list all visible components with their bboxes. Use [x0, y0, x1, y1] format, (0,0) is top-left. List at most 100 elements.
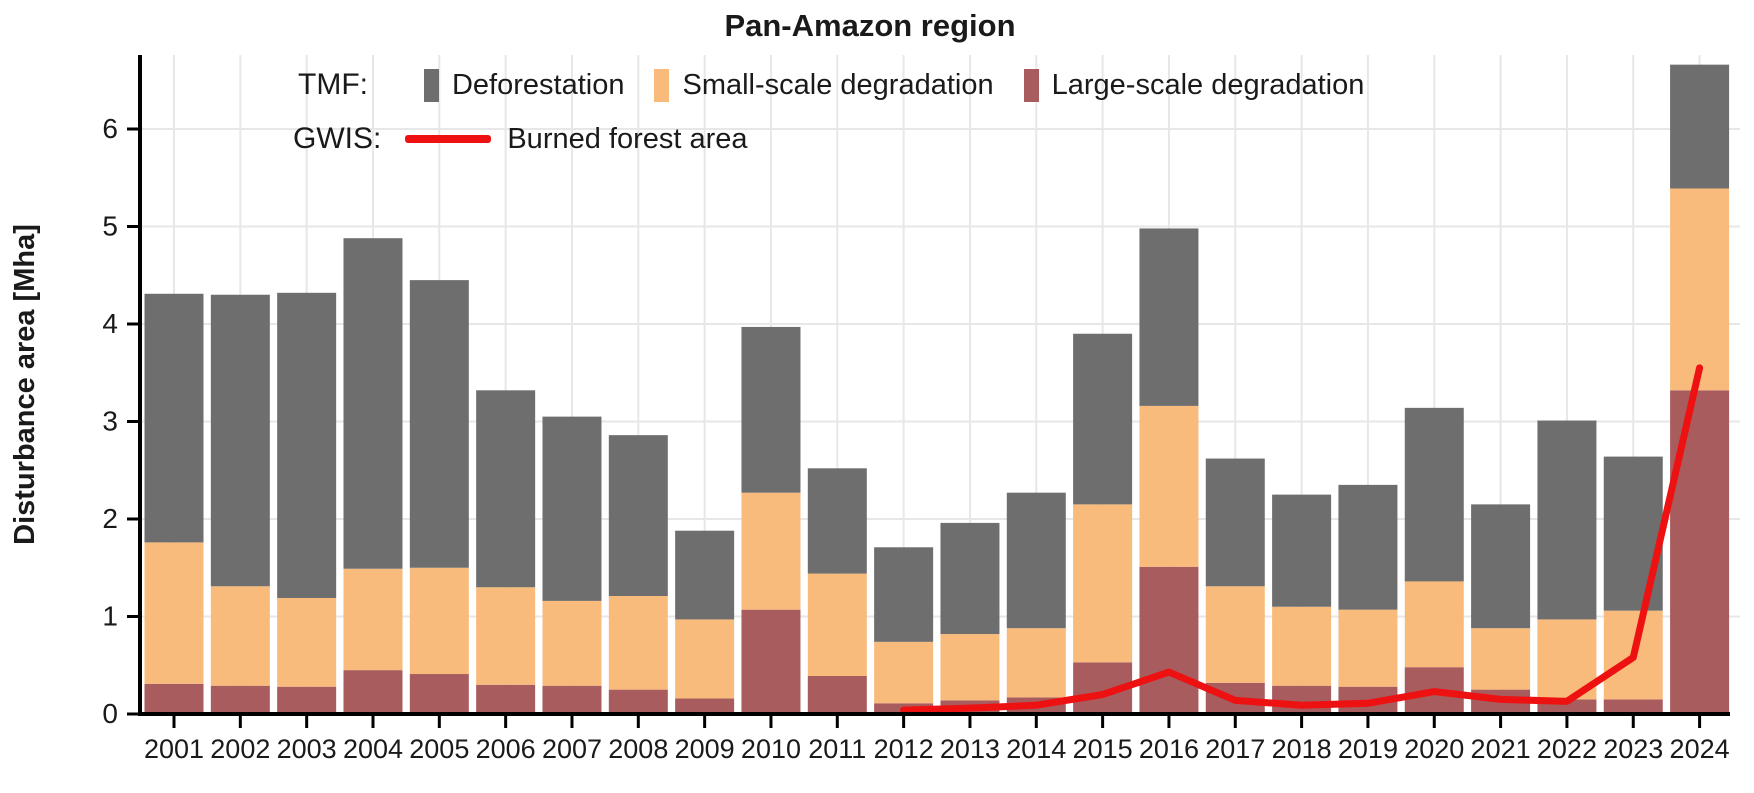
- bar-2016-small-scale-degradation: [1139, 405, 1199, 567]
- bar-2003-deforestation: [277, 292, 337, 598]
- legend-deforestation-label: Deforestation: [451, 68, 625, 101]
- x-tick-label-2021: 2021: [1471, 734, 1531, 764]
- y-tick-label-0: 0: [102, 698, 118, 729]
- y-tick-label-6: 6: [102, 113, 118, 144]
- x-tick-label-2003: 2003: [277, 734, 337, 764]
- bar-2001-small-scale-degradation: [144, 542, 204, 684]
- x-tick-label-2020: 2020: [1404, 734, 1464, 764]
- bar-2023-large-scale-degradation: [1603, 699, 1663, 714]
- x-tick-label-2013: 2013: [940, 734, 1000, 764]
- bar-2013-deforestation: [940, 522, 1000, 635]
- bar-2010-large-scale-degradation: [741, 609, 801, 714]
- bar-2012-deforestation: [874, 547, 934, 642]
- legend-row-gwis: GWIS: Burned forest area: [293, 122, 748, 156]
- x-tick-label-2006: 2006: [476, 734, 536, 764]
- legend-gwis-label: GWIS:: [293, 122, 382, 155]
- bar-2005-small-scale-degradation: [409, 567, 469, 675]
- x-tick-label-2011: 2011: [808, 734, 866, 764]
- bar-2004-small-scale-degradation: [343, 568, 403, 671]
- bar-2010-deforestation: [741, 326, 801, 493]
- x-tick-label-2015: 2015: [1073, 734, 1133, 764]
- bar-2020-small-scale-degradation: [1404, 581, 1464, 668]
- bars: [144, 64, 1730, 714]
- x-tick-label-2004: 2004: [343, 734, 403, 764]
- bar-2011-large-scale-degradation: [807, 675, 867, 714]
- bar-2018-large-scale-degradation: [1272, 685, 1332, 714]
- bar-2006-deforestation: [476, 390, 536, 588]
- x-tick-label-2008: 2008: [608, 734, 668, 764]
- legend-tmf-label: TMF:: [298, 68, 368, 101]
- bar-2014-small-scale-degradation: [1006, 628, 1066, 698]
- bar-2003-large-scale-degradation: [277, 686, 337, 714]
- bar-2003-small-scale-degradation: [277, 597, 337, 687]
- bar-2007-deforestation: [542, 416, 602, 601]
- legend-item-large-scale: Large-scale degradation: [1023, 68, 1365, 102]
- legend-item-small-scale: Small-scale degradation: [654, 68, 994, 102]
- bar-2004-deforestation: [343, 238, 403, 569]
- deforestation-swatch-icon: [423, 68, 439, 102]
- bar-2019-small-scale-degradation: [1338, 609, 1398, 687]
- bar-2018-small-scale-degradation: [1272, 606, 1332, 686]
- bar-2006-small-scale-degradation: [476, 587, 536, 685]
- bar-2015-small-scale-degradation: [1073, 504, 1133, 663]
- y-tick-label-4: 4: [102, 308, 118, 339]
- bar-2001-deforestation: [144, 293, 204, 543]
- bar-2020-deforestation: [1404, 407, 1464, 582]
- bar-2021-small-scale-degradation: [1471, 628, 1531, 690]
- bar-2005-deforestation: [409, 280, 469, 568]
- bar-2012-small-scale-degradation: [874, 641, 934, 704]
- x-tick-label-2024: 2024: [1670, 734, 1730, 764]
- bar-2009-deforestation: [675, 530, 735, 620]
- x-tick-label-2017: 2017: [1205, 734, 1265, 764]
- bar-2014-deforestation: [1006, 492, 1066, 629]
- bar-2022-deforestation: [1537, 420, 1597, 620]
- y-tick-label-5: 5: [102, 211, 118, 242]
- bar-2024-small-scale-degradation: [1670, 188, 1730, 391]
- x-tick-label-2007: 2007: [542, 734, 602, 764]
- bar-2021-deforestation: [1471, 504, 1531, 629]
- y-tick-label-3: 3: [102, 406, 118, 437]
- x-tick-label-2016: 2016: [1139, 734, 1199, 764]
- legend-item-deforestation: Deforestation: [423, 68, 625, 102]
- bar-2002-small-scale-degradation: [210, 586, 270, 686]
- legend-row-tmf: TMF: Deforestation Small-scale degradati…: [298, 68, 1364, 102]
- bar-2010-small-scale-degradation: [741, 492, 801, 610]
- x-tick-label-2012: 2012: [874, 734, 934, 764]
- bar-2024-deforestation: [1670, 64, 1730, 189]
- x-tick-label-2002: 2002: [210, 734, 270, 764]
- bar-2016-large-scale-degradation: [1139, 566, 1199, 714]
- x-tick-label-2022: 2022: [1537, 734, 1597, 764]
- burned-forest-area-line: [900, 364, 1704, 714]
- bar-2007-small-scale-degradation: [542, 600, 602, 686]
- y-tick-label-2: 2: [102, 503, 118, 534]
- burned-line-swatch-icon: [405, 135, 492, 143]
- x-tick-label-2001: 2001: [144, 734, 204, 764]
- bar-2008-deforestation: [608, 435, 668, 597]
- bar-2005-large-scale-degradation: [409, 674, 469, 714]
- x-tick-label-2010: 2010: [741, 734, 801, 764]
- bar-2017-small-scale-degradation: [1205, 586, 1265, 683]
- bar-2018-deforestation: [1272, 494, 1332, 607]
- legend-item-burned: Burned forest area: [405, 123, 748, 156]
- bar-2002-large-scale-degradation: [210, 685, 270, 714]
- bar-2019-deforestation: [1338, 484, 1398, 610]
- legend-large-scale-label: Large-scale degradation: [1051, 68, 1365, 101]
- y-tick-label-1: 1: [102, 601, 118, 632]
- bar-2009-small-scale-degradation: [675, 619, 735, 699]
- bar-2001-large-scale-degradation: [144, 683, 204, 714]
- bar-2006-large-scale-degradation: [476, 684, 536, 714]
- x-tick-label-2005: 2005: [409, 734, 469, 764]
- large-scale-swatch-icon: [1023, 68, 1039, 102]
- bar-2013-small-scale-degradation: [940, 634, 1000, 701]
- x-tick-label-2018: 2018: [1272, 734, 1332, 764]
- bar-2009-large-scale-degradation: [675, 698, 735, 714]
- bar-2016-deforestation: [1139, 228, 1199, 406]
- x-tick-label-2009: 2009: [675, 734, 735, 764]
- burned-line-group: [900, 364, 1704, 714]
- bar-2024-large-scale-degradation: [1670, 390, 1730, 714]
- small-scale-swatch-icon: [654, 68, 670, 102]
- bar-2008-small-scale-degradation: [608, 596, 668, 690]
